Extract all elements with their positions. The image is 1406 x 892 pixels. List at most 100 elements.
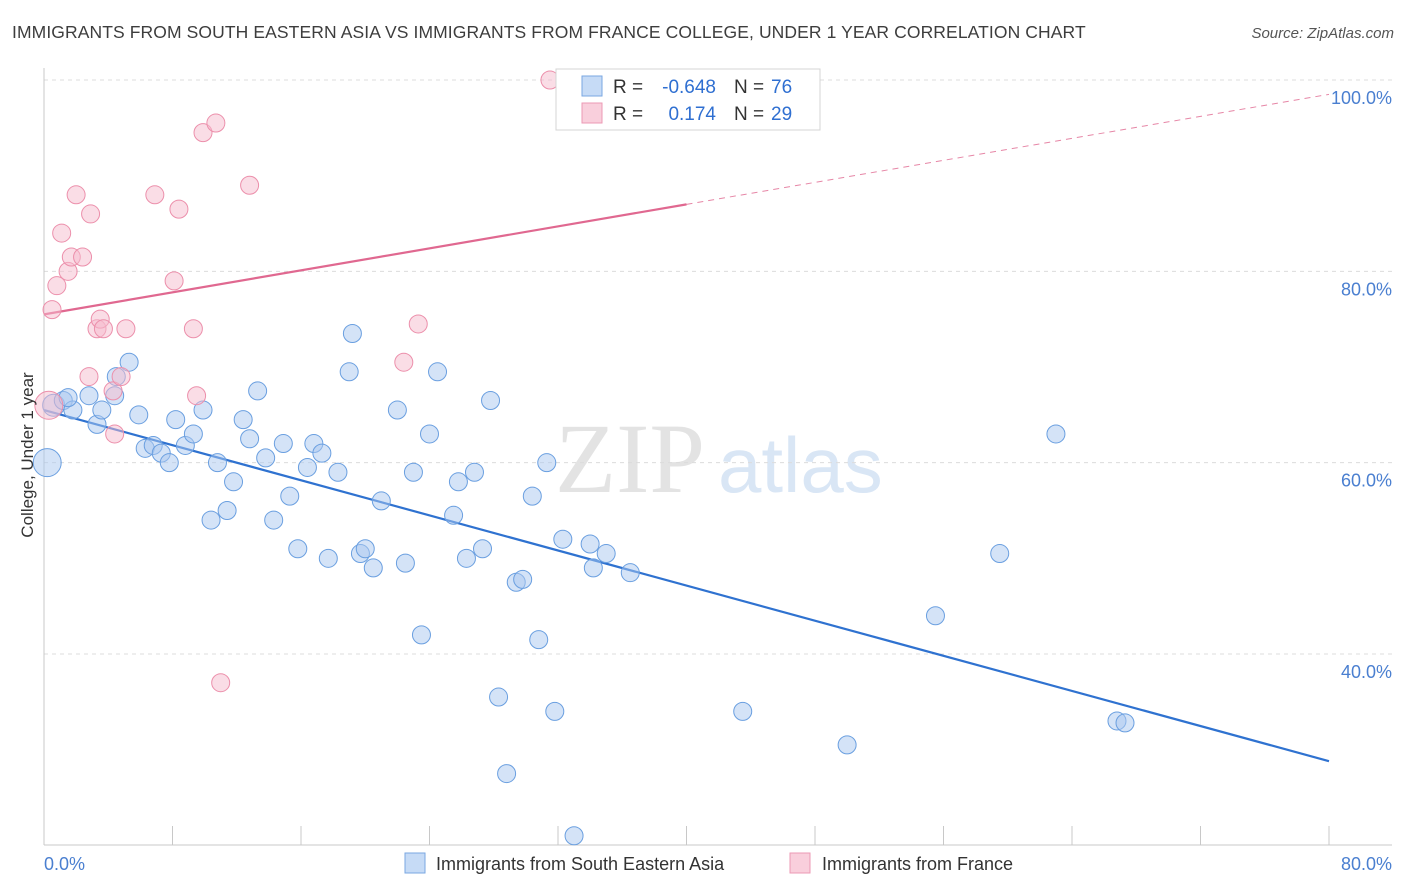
data-point-pink <box>408 314 428 334</box>
legend-swatch-pink <box>581 102 603 124</box>
legend-swatch-blue <box>581 75 603 97</box>
data-point-pink <box>103 381 123 401</box>
y-tick-label: 100.0% <box>1331 88 1392 108</box>
data-point-blue <box>733 701 753 721</box>
series-legend-label-blue: Immigrants from South Eastern Asia <box>436 854 725 874</box>
x-ticks <box>43 826 1330 845</box>
data-point-blue <box>129 405 149 425</box>
data-point-blue <box>473 539 493 559</box>
y-tick-label: 80.0% <box>1341 279 1392 299</box>
data-point-blue <box>183 424 203 444</box>
legend-n-label-1: N = <box>734 77 764 98</box>
trend-line-dashed-pink <box>686 93 1330 205</box>
data-point-blue <box>297 457 317 477</box>
data-point-pink <box>105 424 125 444</box>
data-point-pink <box>206 113 226 133</box>
data-point-blue <box>564 826 584 846</box>
data-point-pink <box>42 300 62 320</box>
data-point-blue <box>273 434 293 454</box>
series-legend-swatch-pink <box>789 852 811 874</box>
legend-r-label-1: R = <box>613 77 643 98</box>
data-point-blue <box>990 544 1010 564</box>
data-point-pink <box>34 390 64 420</box>
data-point-blue <box>580 534 600 554</box>
data-point-pink <box>116 319 136 339</box>
data-point-blue <box>489 687 509 707</box>
trend-lines <box>43 93 1330 763</box>
series-legend-swatch-blue <box>404 852 426 874</box>
data-point-pink <box>145 185 165 205</box>
correlation-legend: R = -0.648 N = 76 R = 0.174 N = 29 <box>555 68 821 131</box>
chart-title: IMMIGRANTS FROM SOUTH EASTERN ASIA VS IM… <box>12 22 1086 42</box>
data-point-pink <box>79 367 99 387</box>
legend-n-value-2: 29 <box>771 104 792 125</box>
gridlines <box>44 79 1392 655</box>
data-point-blue <box>32 448 62 478</box>
legend-r-label-2: R = <box>613 104 643 125</box>
data-point-blue <box>256 448 276 468</box>
legend-n-label-2: N = <box>734 104 764 125</box>
data-point-pink <box>66 185 86 205</box>
data-point-blue <box>481 390 501 410</box>
data-point-blue <box>363 558 383 578</box>
data-point-blue <box>513 569 533 589</box>
y-tick-label: 60.0% <box>1341 471 1392 491</box>
data-point-blue <box>837 735 857 755</box>
data-point-pink <box>81 204 101 224</box>
data-point-blue <box>456 548 476 568</box>
data-point-blue <box>119 352 139 372</box>
data-point-pink <box>164 271 184 291</box>
data-point-blue <box>264 510 284 530</box>
legend-r-value-2: 0.174 <box>668 104 716 125</box>
data-point-blue <box>403 462 423 482</box>
data-point-pink <box>47 276 67 296</box>
y-tick-labels: 100.0% 80.0% 60.0% 40.0% <box>1331 88 1392 682</box>
data-point-blue <box>529 630 549 650</box>
y-axis-title: College, Under 1 year <box>18 372 37 538</box>
data-point-blue <box>420 424 439 444</box>
data-point-pink <box>73 247 93 267</box>
data-point-blue <box>288 539 308 559</box>
data-point-blue <box>342 324 362 344</box>
data-point-blue <box>318 548 338 568</box>
data-point-blue <box>240 429 260 449</box>
watermark-atlas: atlas <box>718 421 883 509</box>
data-point-blue <box>355 539 375 559</box>
data-point-blue <box>620 563 640 583</box>
legend-n-value-1: 76 <box>771 77 792 98</box>
data-point-blue <box>217 501 237 520</box>
data-points <box>32 70 1135 846</box>
source-attribution: Source: ZipAtlas.com <box>1251 25 1394 42</box>
data-point-blue <box>233 410 253 430</box>
series-legend: Immigrants from South Eastern Asia Immig… <box>404 852 1013 874</box>
watermark-zip: ZIP <box>555 403 705 514</box>
series-legend-label-pink: Immigrants from France <box>822 854 1013 874</box>
data-point-blue <box>537 453 557 473</box>
data-point-blue <box>328 462 348 482</box>
data-point-pink <box>52 223 72 243</box>
legend-r-value-1: -0.648 <box>662 77 716 98</box>
data-point-pink <box>394 352 414 372</box>
data-point-blue <box>925 606 945 626</box>
watermark: ZIP atlas <box>555 403 883 514</box>
trend-line-pink <box>43 203 687 316</box>
data-point-blue <box>448 472 468 492</box>
data-point-blue <box>428 362 448 382</box>
data-point-blue <box>522 486 542 506</box>
data-point-blue <box>1115 713 1135 733</box>
data-point-blue <box>79 386 99 406</box>
data-point-blue <box>583 558 603 578</box>
data-point-blue <box>166 410 186 430</box>
data-point-blue <box>312 443 332 463</box>
data-point-pink <box>211 673 231 693</box>
data-point-blue <box>201 510 221 530</box>
data-point-blue <box>553 529 573 549</box>
data-point-pink <box>93 319 113 339</box>
data-point-pink <box>187 386 207 406</box>
data-point-blue <box>339 362 359 382</box>
data-point-blue <box>395 553 415 573</box>
data-point-blue <box>224 472 244 492</box>
data-point-blue <box>387 400 407 420</box>
data-point-pink <box>240 175 260 195</box>
data-point-blue <box>444 505 464 525</box>
